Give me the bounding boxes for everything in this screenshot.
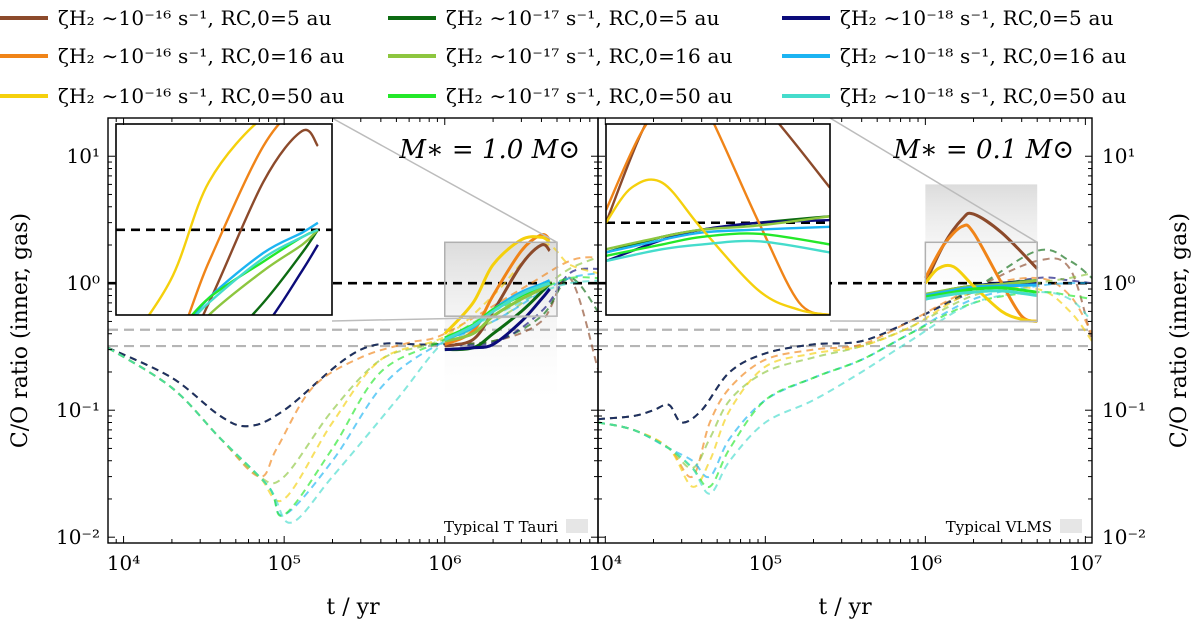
x-axis-label: t / yr bbox=[326, 595, 380, 620]
series-solid-line bbox=[443, 235, 551, 335]
legend-entry: ζH₂ ∼10⁻¹⁷ s⁻¹, RC,0=16 au bbox=[388, 40, 733, 72]
inset-series-line bbox=[194, 228, 319, 315]
inset-series-line bbox=[201, 128, 319, 315]
legend-swatch bbox=[388, 16, 436, 20]
series-group bbox=[598, 211, 1092, 495]
series-solid-line bbox=[444, 288, 551, 352]
legend-label: ζH₂ ∼10⁻¹⁷ s⁻¹, RC,0=16 au bbox=[446, 44, 733, 68]
inset-series bbox=[116, 124, 332, 315]
legend-swatch bbox=[388, 94, 436, 98]
y-tick-label: 10⁰ bbox=[1102, 271, 1135, 295]
series-solid-line bbox=[444, 243, 551, 348]
series-solid-line bbox=[444, 281, 551, 343]
inset-series-line bbox=[250, 229, 319, 315]
inset-series-line bbox=[193, 221, 319, 315]
series-group bbox=[108, 233, 598, 524]
chart-panel-1: 10⁴ 10⁵ 10⁶ 10⁻² 10⁻¹ 10⁰ 10¹ t / yr C/O ratio (… bbox=[8, 117, 599, 620]
x-tick-label: 10⁴ bbox=[589, 551, 622, 575]
series-solid-line bbox=[925, 286, 1038, 299]
series-solid-line bbox=[925, 289, 1038, 301]
inset-series-line bbox=[606, 225, 830, 254]
zoom-connector bbox=[829, 117, 1038, 243]
y-tick-label: 10⁻² bbox=[1102, 525, 1146, 549]
legend-entry: ζH₂ ∼10⁻¹⁷ s⁻¹, RC,0=50 au bbox=[388, 80, 733, 112]
y-tick-label: 10⁻¹ bbox=[1102, 398, 1146, 422]
series-solid-line bbox=[444, 281, 551, 341]
legend-swatch bbox=[388, 54, 436, 58]
shade-swatch bbox=[1060, 519, 1082, 533]
series-dashed-line bbox=[598, 276, 1092, 478]
x-tick-label: 10⁶ bbox=[909, 551, 942, 575]
shade-label: Typical VLMS bbox=[946, 518, 1052, 536]
legend-swatch bbox=[0, 54, 48, 58]
x-tick-label: 10⁴ bbox=[107, 551, 140, 575]
legend-entry: ζH₂ ∼10⁻¹⁸ s⁻¹, RC,0=5 au bbox=[782, 2, 1114, 34]
inset-series-line bbox=[606, 178, 830, 315]
x-axis-label: t / yr bbox=[818, 595, 872, 620]
inset-series-line bbox=[207, 228, 319, 315]
series-solid-line bbox=[924, 223, 1038, 323]
inset-series-line bbox=[187, 124, 281, 315]
zoom-connector bbox=[331, 117, 558, 243]
inset-series-line bbox=[606, 232, 830, 257]
series-dashed-line bbox=[598, 291, 1092, 495]
legend-entry: ζH₂ ∼10⁻¹⁸ s⁻¹, RC,0=16 au bbox=[782, 40, 1127, 72]
inset-series-line bbox=[272, 244, 319, 315]
y-tick-label: 10⁰ bbox=[67, 271, 100, 295]
legend-swatch bbox=[782, 16, 830, 20]
inset-frame bbox=[605, 123, 831, 316]
legend-entry: ζH₂ ∼10⁻¹⁶ s⁻¹, RC,0=50 au bbox=[0, 80, 345, 112]
inset-series-line bbox=[147, 124, 318, 315]
shade-label: Typical T Tauri bbox=[444, 518, 558, 536]
y-tick-label: 10¹ bbox=[1102, 144, 1135, 168]
series-dashed-line bbox=[598, 276, 1092, 424]
legend-label: ζH₂ ∼10⁻¹⁶ s⁻¹, RC,0=16 au bbox=[58, 44, 345, 68]
inset-frame bbox=[115, 123, 333, 316]
legend-swatch bbox=[0, 94, 48, 98]
legend-label: ζH₂ ∼10⁻¹⁶ s⁻¹, RC,0=50 au bbox=[58, 84, 345, 108]
y-tick-label: 10¹ bbox=[67, 144, 100, 168]
x-tick-label: 10⁵ bbox=[749, 551, 782, 575]
inset-series bbox=[606, 124, 830, 315]
zoom-box bbox=[444, 241, 558, 317]
legend-entry: ζH₂ ∼10⁻¹⁶ s⁻¹, RC,0=5 au bbox=[0, 2, 332, 34]
shade-swatch bbox=[566, 519, 588, 533]
panel-title: M∗ = 1.0 M⊙ bbox=[398, 135, 580, 165]
legend-label: ζH₂ ∼10⁻¹⁶ s⁻¹, RC,0=5 au bbox=[58, 6, 332, 30]
legend-entry: ζH₂ ∼10⁻¹⁶ s⁻¹, RC,0=16 au bbox=[0, 40, 345, 72]
legend-label: ζH₂ ∼10⁻¹⁸ s⁻¹, RC,0=50 au bbox=[840, 84, 1127, 108]
inset-panel bbox=[115, 123, 333, 316]
legend-label: ζH₂ ∼10⁻¹⁸ s⁻¹, RC,0=16 au bbox=[840, 44, 1127, 68]
series-solid-line bbox=[924, 263, 1038, 323]
legend-label: ζH₂ ∼10⁻¹⁸ s⁻¹, RC,0=5 au bbox=[840, 6, 1114, 30]
legend-entry: ζH₂ ∼10⁻¹⁷ s⁻¹, RC,0=5 au bbox=[388, 2, 720, 34]
x-tick-label: 10⁵ bbox=[267, 551, 300, 575]
y-tick-label: 10⁻¹ bbox=[56, 398, 100, 422]
y-tick-label: 10⁻² bbox=[56, 525, 100, 549]
legend-swatch bbox=[0, 16, 48, 20]
series-dashed-line bbox=[108, 267, 598, 428]
y-axis-label: C/O ratio (inner, gas) bbox=[8, 213, 33, 448]
x-tick-label: 10⁶ bbox=[428, 551, 461, 575]
legend: ζH₂ ∼10⁻¹⁶ s⁻¹, RC,0=5 au ζH₂ ∼10⁻¹⁷ s⁻¹,… bbox=[0, 0, 1200, 116]
legend-label: ζH₂ ∼10⁻¹⁷ s⁻¹, RC,0=50 au bbox=[446, 84, 733, 108]
panel-title: M∗ = 0.1 M⊙ bbox=[892, 135, 1074, 165]
x-tick-label: 10⁷ bbox=[1069, 551, 1102, 575]
legend-swatch bbox=[782, 54, 830, 58]
legend-swatch bbox=[782, 94, 830, 98]
inset-series-line bbox=[606, 124, 830, 315]
y-axis-label: C/O ratio (inner, gas) bbox=[1167, 213, 1192, 448]
legend-entry: ζH₂ ∼10⁻¹⁸ s⁻¹, RC,0=50 au bbox=[782, 80, 1127, 112]
zoom-connector bbox=[331, 315, 558, 322]
inset-panel bbox=[605, 123, 831, 316]
inset-series-line bbox=[606, 239, 830, 263]
plot-frame bbox=[597, 117, 1093, 544]
legend-label: ζH₂ ∼10⁻¹⁷ s⁻¹, RC,0=5 au bbox=[446, 6, 720, 30]
